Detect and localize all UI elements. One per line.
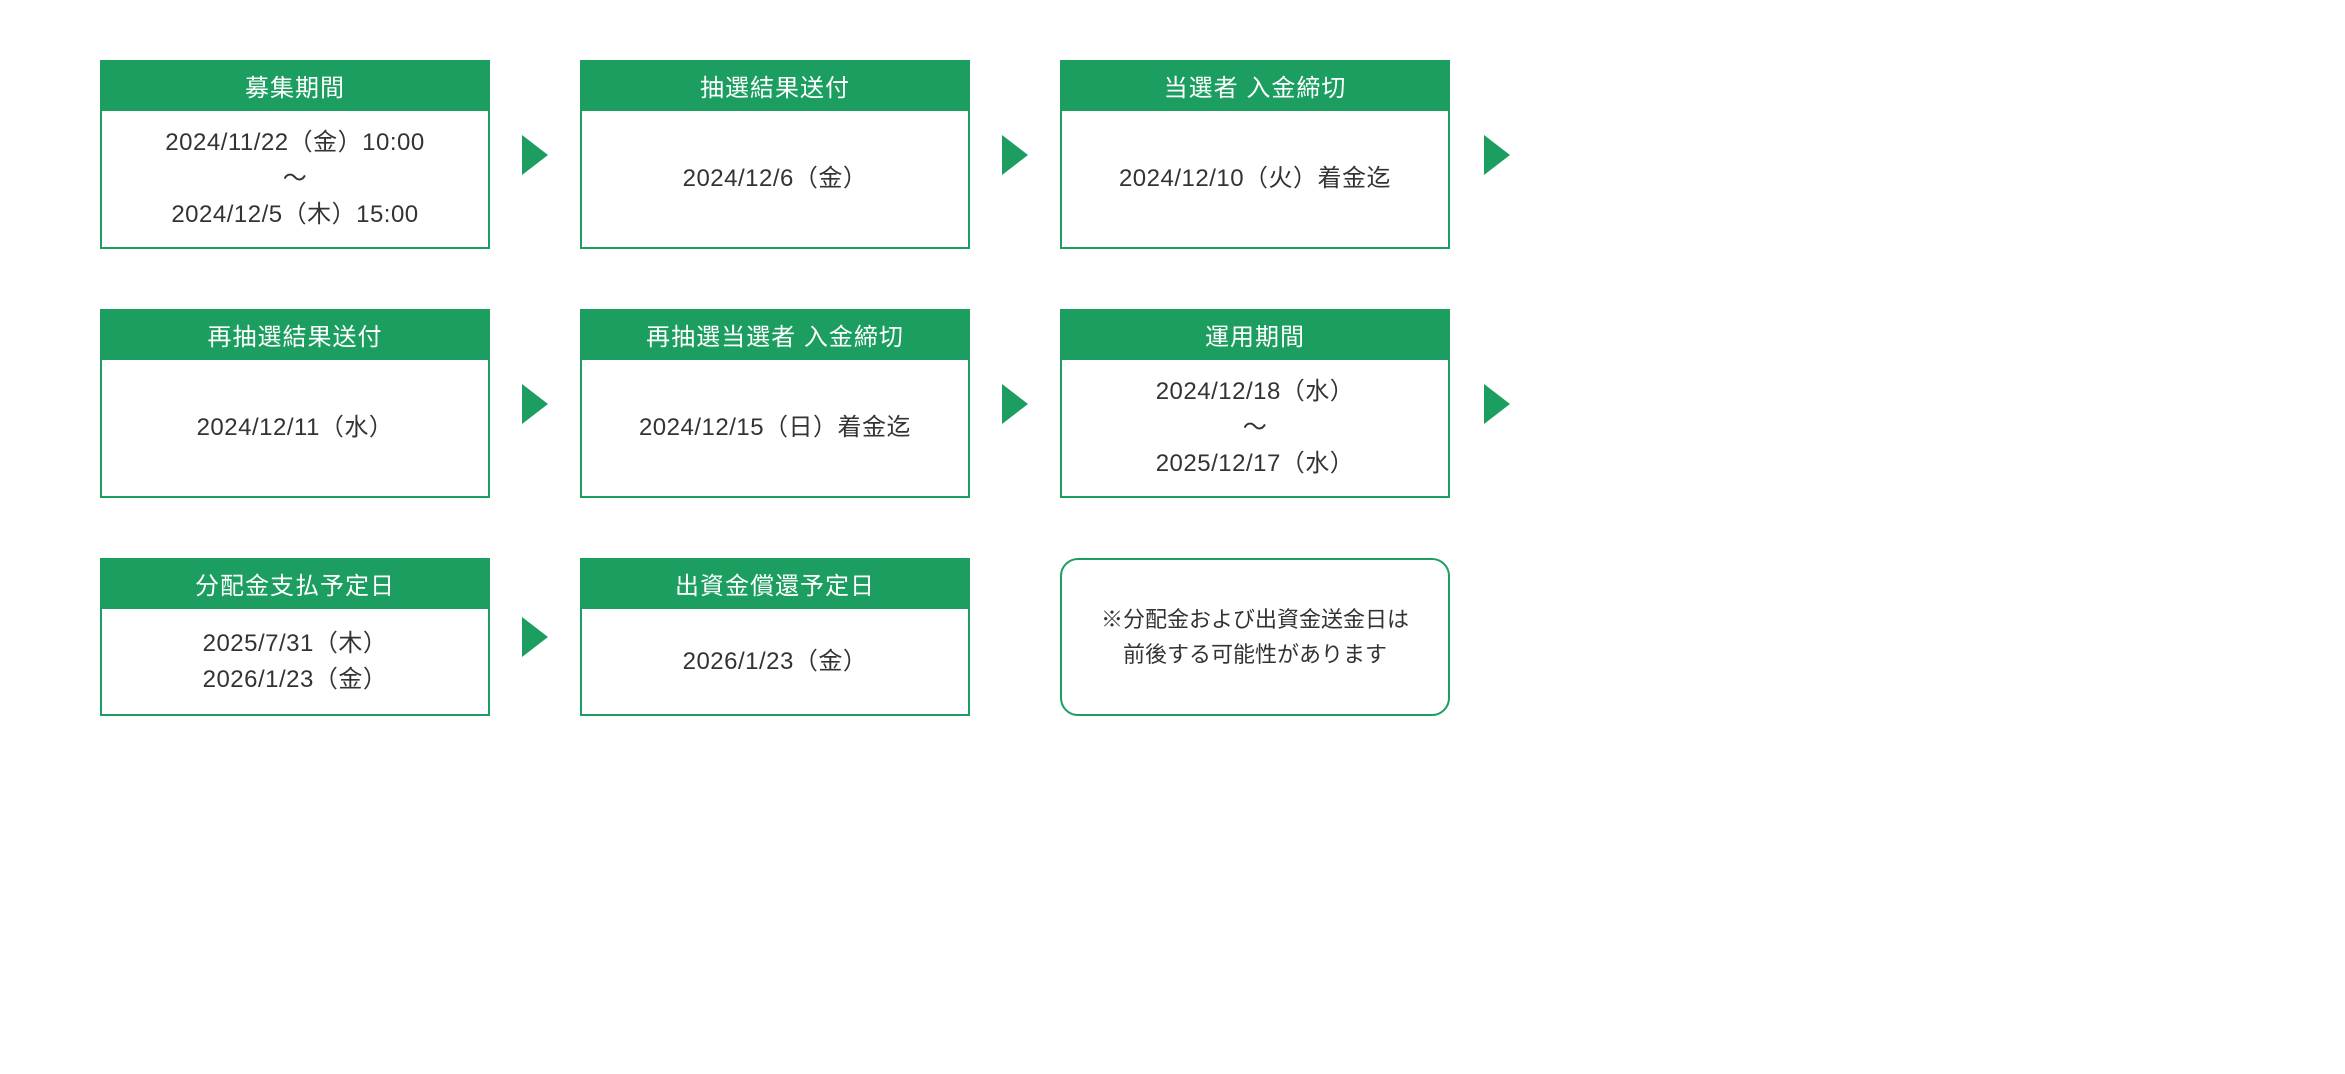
step-box: 分配金支払予定日2025/7/31（木）2026/1/23（金）: [100, 558, 490, 716]
step-body: 2024/12/10（火）着金迄: [1062, 111, 1448, 247]
arrow-cell: [970, 60, 1060, 249]
step-header: 運用期間: [1062, 311, 1448, 360]
step-header: 抽選結果送付: [582, 62, 968, 111]
arrow-right-icon: [522, 384, 548, 424]
arrow-cell: [970, 309, 1060, 498]
schedule-flow: 募集期間2024/11/22（金）10:00〜2024/12/5（木）15:00…: [100, 60, 2245, 716]
arrow-right-icon: [1484, 135, 1510, 175]
step-box: 当選者 入金締切 2024/12/10（火）着金迄: [1060, 60, 1450, 249]
note-box: ※分配金および出資金送金日は前後する可能性があります: [1060, 558, 1450, 716]
arrow-right-icon: [522, 135, 548, 175]
note-line: 前後する可能性があります: [1101, 637, 1409, 672]
step-body: 2024/12/15（日）着金迄: [582, 360, 968, 496]
step-body-line: 2024/12/5（木）15:00: [171, 197, 418, 233]
arrow-cell: [1450, 309, 1510, 498]
arrow-cell: [490, 309, 580, 498]
note-line: ※分配金および出資金送金日は: [1101, 602, 1409, 637]
step-body-line: 2024/12/11（水）: [197, 410, 394, 446]
step-body-line: 2024/12/10（火）着金迄: [1119, 161, 1391, 197]
arrow-right-icon: [1002, 384, 1028, 424]
step-box: 抽選結果送付 2024/12/6（金）: [580, 60, 970, 249]
step-body-line: 〜: [1243, 410, 1268, 446]
step-body: 2025/7/31（木）2026/1/23（金）: [102, 609, 488, 714]
arrow-right-icon: [522, 617, 548, 657]
arrow-right-icon: [1484, 384, 1510, 424]
arrow-cell: [970, 558, 1060, 716]
flow-row: 再抽選結果送付 2024/12/11（水） 再抽選当選者 入金締切 2024/12/1…: [100, 309, 2245, 498]
flow-row: 募集期間2024/11/22（金）10:00〜2024/12/5（木）15:00…: [100, 60, 2245, 249]
step-header: 分配金支払予定日: [102, 560, 488, 609]
step-body: 2024/12/11（水）: [102, 360, 488, 496]
step-body-line: 〜: [283, 161, 308, 197]
step-header: 再抽選当選者 入金締切: [582, 311, 968, 360]
arrow-right-icon: [1002, 135, 1028, 175]
step-body-line: 2025/7/31（木）: [203, 626, 388, 662]
step-body-line: 2024/12/15（日）着金迄: [639, 410, 911, 446]
step-box: 再抽選当選者 入金締切 2024/12/15（日）着金迄: [580, 309, 970, 498]
step-body-line: 2024/11/22（金）10:00: [165, 125, 424, 161]
step-body-line: 2026/1/23（金）: [683, 644, 868, 680]
step-header: 募集期間: [102, 62, 488, 111]
step-body: 2026/1/23（金）: [582, 609, 968, 714]
flow-row: 分配金支払予定日2025/7/31（木）2026/1/23（金）出資金償還予定日…: [100, 558, 2245, 716]
step-header: 再抽選結果送付: [102, 311, 488, 360]
step-box: 募集期間2024/11/22（金）10:00〜2024/12/5（木）15:00: [100, 60, 490, 249]
step-body: 2024/12/18（水）〜2025/12/17（水）: [1062, 360, 1448, 496]
step-box: 再抽選結果送付 2024/12/11（水）: [100, 309, 490, 498]
arrow-cell: [490, 558, 580, 716]
step-box: 運用期間2024/12/18（水）〜2025/12/17（水）: [1060, 309, 1450, 498]
step-body-line: 2024/12/6（金）: [683, 161, 868, 197]
step-header: 当選者 入金締切: [1062, 62, 1448, 111]
step-body: 2024/12/6（金）: [582, 111, 968, 247]
step-body-line: 2025/12/17（水）: [1156, 446, 1355, 482]
step-body-line: 2024/12/18（水）: [1156, 374, 1355, 410]
step-box: 出資金償還予定日 2026/1/23（金）: [580, 558, 970, 716]
arrow-cell: [1450, 60, 1510, 249]
step-body: 2024/11/22（金）10:00〜2024/12/5（木）15:00: [102, 111, 488, 247]
arrow-cell: [490, 60, 580, 249]
step-header: 出資金償還予定日: [582, 560, 968, 609]
step-body-line: 2026/1/23（金）: [203, 662, 388, 698]
